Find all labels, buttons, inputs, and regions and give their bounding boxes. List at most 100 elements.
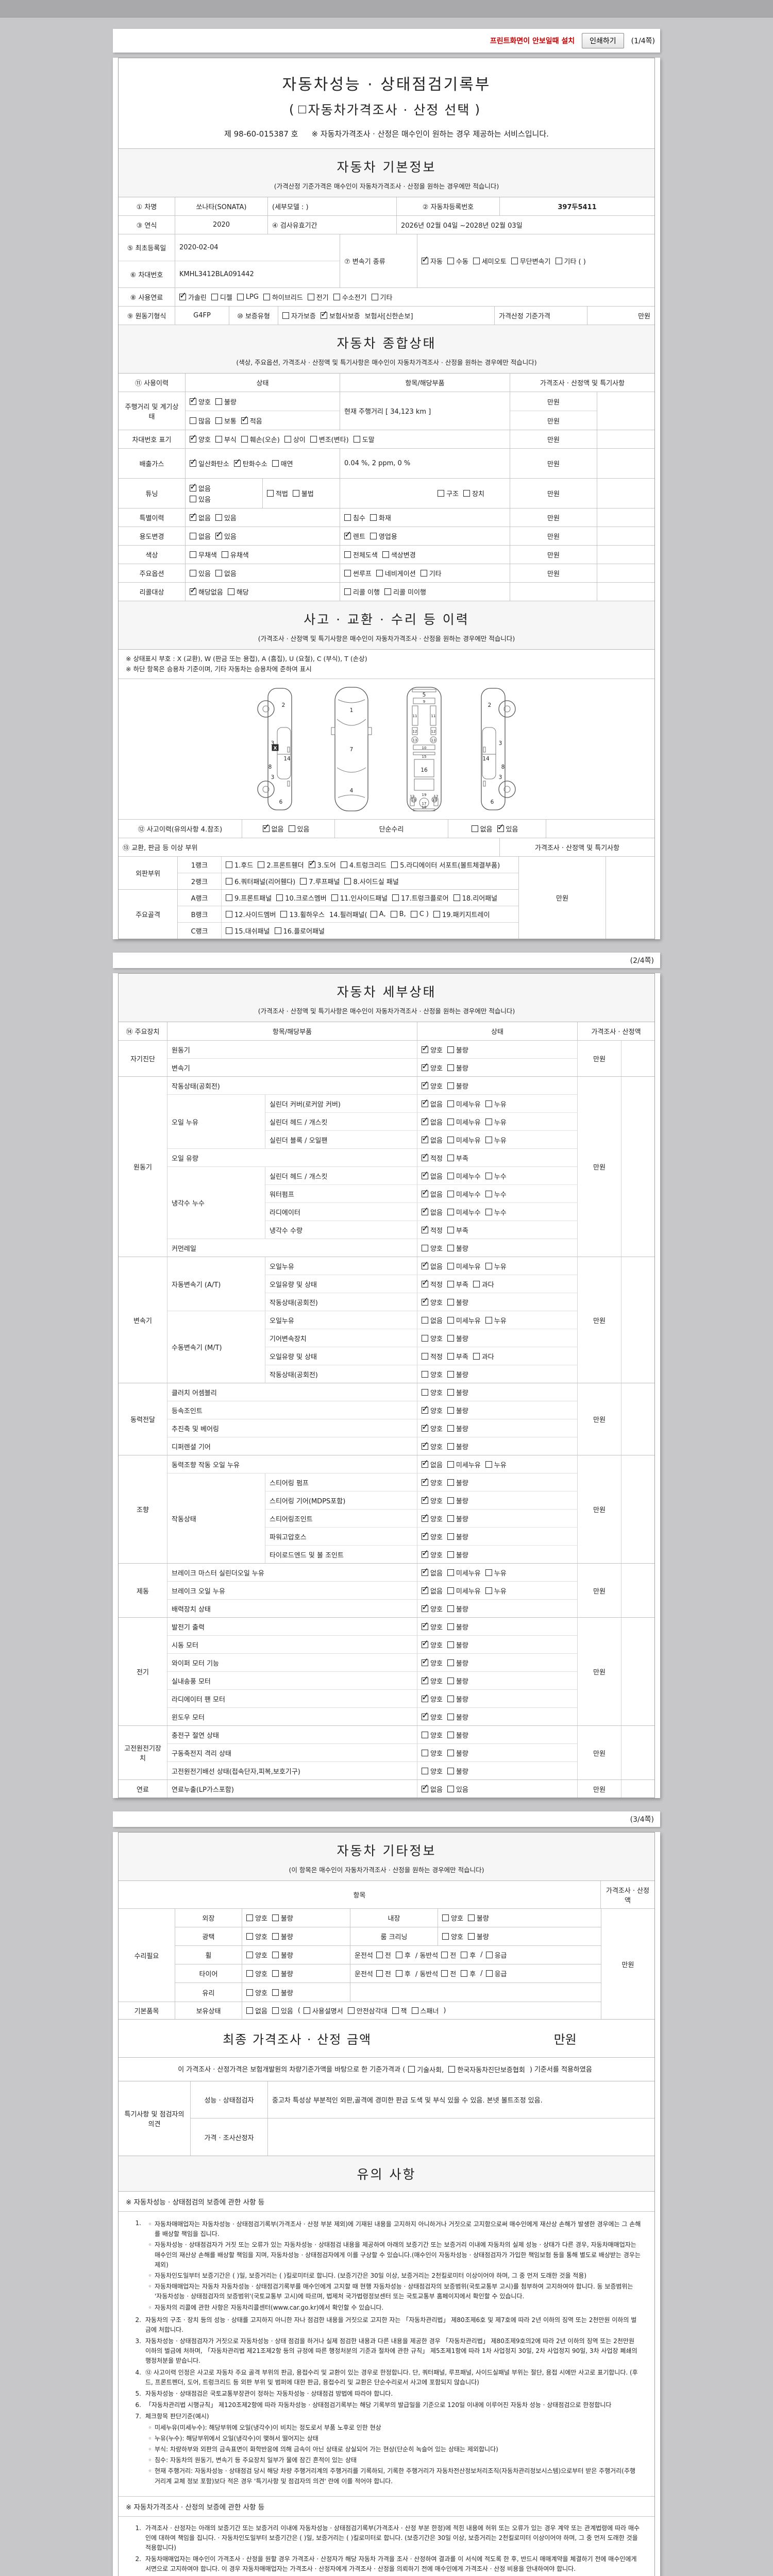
checkbox-option[interactable]: 있음 bbox=[497, 822, 518, 834]
checkbox[interactable] bbox=[422, 1206, 429, 1216]
checkbox-option[interactable]: 없음 bbox=[190, 511, 211, 522]
checkbox[interactable] bbox=[422, 1620, 429, 1631]
checkbox-option[interactable]: 색상변경 bbox=[382, 550, 416, 560]
checkbox-option[interactable]: 불량 bbox=[447, 1604, 468, 1614]
checkbox[interactable] bbox=[179, 291, 187, 301]
checkbox-option[interactable]: 양호 bbox=[422, 1387, 443, 1397]
checkbox[interactable] bbox=[555, 258, 562, 264]
checkbox-option[interactable]: 자동 bbox=[422, 255, 443, 266]
checkbox-option[interactable]: 무단변속기 bbox=[511, 256, 551, 266]
checkbox[interactable] bbox=[262, 822, 270, 833]
checkbox-option[interactable]: 하이브리드 bbox=[263, 292, 303, 302]
checkbox-option[interactable]: 양호 bbox=[422, 1440, 443, 1451]
checkbox-option[interactable]: 양호 bbox=[422, 1333, 443, 1343]
checkbox-option[interactable]: 불량 bbox=[447, 1297, 468, 1307]
checkbox[interactable] bbox=[422, 1133, 429, 1144]
checkbox[interactable] bbox=[447, 1461, 454, 1468]
checkbox[interactable] bbox=[298, 105, 306, 113]
checkbox[interactable] bbox=[447, 1244, 454, 1251]
checkbox[interactable] bbox=[453, 894, 460, 901]
checkbox[interactable] bbox=[441, 1970, 448, 1977]
checkbox[interactable] bbox=[447, 1587, 454, 1594]
checkbox-option[interactable]: 10.크로스멤버 bbox=[276, 893, 327, 903]
checkbox[interactable] bbox=[447, 1370, 454, 1378]
checkbox-option[interactable]: 불량 bbox=[447, 1496, 468, 1505]
checkbox-option[interactable]: 양호 bbox=[246, 1931, 267, 1941]
checkbox-option[interactable]: 양호 bbox=[422, 1296, 443, 1307]
checkbox[interactable] bbox=[284, 436, 291, 443]
checkbox-option[interactable]: 양호 bbox=[422, 1674, 443, 1686]
checkbox[interactable] bbox=[422, 1260, 429, 1270]
checkbox[interactable] bbox=[303, 2007, 310, 2014]
checkbox-option[interactable]: 없음 bbox=[422, 1188, 443, 1199]
checkbox-option[interactable]: 있음 bbox=[215, 530, 237, 541]
checkbox-option[interactable]: 부식 bbox=[215, 434, 237, 444]
checkbox[interactable] bbox=[411, 2007, 418, 2014]
checkbox[interactable] bbox=[370, 911, 377, 918]
checkbox-option[interactable]: 누유 bbox=[485, 1568, 507, 1578]
checkbox-option[interactable]: 누유 bbox=[485, 1261, 507, 1271]
checkbox-option[interactable]: 양호 bbox=[422, 1494, 443, 1505]
checkbox-option[interactable]: 양호 bbox=[422, 1404, 443, 1415]
checkbox[interactable] bbox=[447, 1046, 454, 1053]
checkbox-option[interactable]: 매연 bbox=[272, 459, 293, 468]
checkbox[interactable] bbox=[422, 1656, 429, 1667]
checkbox[interactable] bbox=[485, 1262, 492, 1269]
checkbox-option[interactable]: 양호 bbox=[246, 1988, 267, 1997]
checkbox[interactable] bbox=[246, 2007, 253, 2014]
checkbox[interactable] bbox=[215, 417, 222, 424]
checkbox-option[interactable]: 불량 bbox=[447, 1514, 468, 1523]
print-button[interactable]: 인쇄하기 bbox=[582, 33, 624, 48]
checkbox[interactable] bbox=[467, 1914, 475, 1921]
checkbox[interactable] bbox=[497, 822, 505, 833]
checkbox[interactable] bbox=[221, 551, 228, 558]
checkbox-option[interactable]: 누유 bbox=[485, 1135, 507, 1145]
checkbox[interactable] bbox=[246, 1914, 253, 1921]
checkbox-option[interactable]: 해당없음 bbox=[190, 585, 223, 597]
checkbox[interactable] bbox=[422, 1188, 429, 1198]
checkbox-option[interactable]: 불량 bbox=[272, 1969, 293, 1978]
checkbox[interactable] bbox=[237, 294, 244, 300]
checkbox-option[interactable]: 없음 bbox=[422, 1170, 443, 1181]
checkbox[interactable] bbox=[447, 1569, 454, 1576]
checkbox-option[interactable]: 불량 bbox=[447, 1712, 468, 1722]
checkbox[interactable] bbox=[272, 1933, 279, 1940]
checkbox-option[interactable]: 한국자동차진단보증협회 bbox=[448, 2064, 525, 2074]
checkbox[interactable] bbox=[376, 1970, 383, 1977]
checkbox[interactable] bbox=[353, 436, 360, 443]
checkbox-option[interactable]: 불량 bbox=[447, 1478, 468, 1487]
checkbox-option[interactable]: 불량 bbox=[447, 1243, 468, 1253]
checkbox-option[interactable]: 1.후드 bbox=[226, 860, 253, 870]
checkbox-option[interactable]: 미세누수 bbox=[447, 1207, 481, 1217]
checkbox[interactable] bbox=[246, 1952, 253, 1958]
checkbox-option[interactable]: 있음 bbox=[447, 1784, 468, 1794]
checkbox-option[interactable]: 있음 bbox=[288, 824, 309, 834]
checkbox[interactable] bbox=[422, 1244, 428, 1251]
checkbox[interactable] bbox=[391, 861, 398, 868]
checkbox[interactable] bbox=[447, 258, 454, 264]
checkbox[interactable] bbox=[473, 258, 480, 264]
checkbox-option[interactable]: 미세누유 bbox=[447, 1586, 481, 1596]
checkbox[interactable] bbox=[190, 457, 197, 467]
checkbox-option[interactable]: 부족 bbox=[447, 1225, 468, 1235]
checkbox-option[interactable]: 불량 bbox=[467, 1913, 489, 1923]
checkbox[interactable] bbox=[331, 894, 338, 901]
checkbox-option[interactable]: 양호 bbox=[422, 1602, 443, 1614]
checkbox-option[interactable]: 부족 bbox=[447, 1351, 468, 1361]
checkbox-option[interactable]: 잭 bbox=[392, 2006, 407, 2015]
checkbox-option[interactable]: 과다 bbox=[473, 1279, 494, 1289]
checkbox-option[interactable]: 양호 bbox=[422, 1638, 443, 1650]
checkbox[interactable] bbox=[190, 511, 197, 521]
checkbox-option[interactable]: 불량 bbox=[447, 1423, 468, 1433]
checkbox[interactable] bbox=[190, 551, 196, 558]
checkbox-option[interactable]: 양호 bbox=[422, 1730, 443, 1740]
checkbox[interactable] bbox=[447, 1172, 454, 1179]
checkbox-option[interactable]: 불량 bbox=[447, 1532, 468, 1541]
checkbox[interactable] bbox=[422, 1278, 429, 1288]
checkbox[interactable] bbox=[461, 1970, 468, 1977]
checkbox-option[interactable]: 후 bbox=[395, 1950, 411, 1960]
checkbox-option[interactable]: 누유 bbox=[485, 1315, 507, 1325]
checkbox[interactable] bbox=[344, 570, 351, 577]
checkbox-option[interactable]: 구조 bbox=[438, 488, 459, 498]
checkbox-option[interactable]: 세미오토 bbox=[473, 256, 507, 266]
